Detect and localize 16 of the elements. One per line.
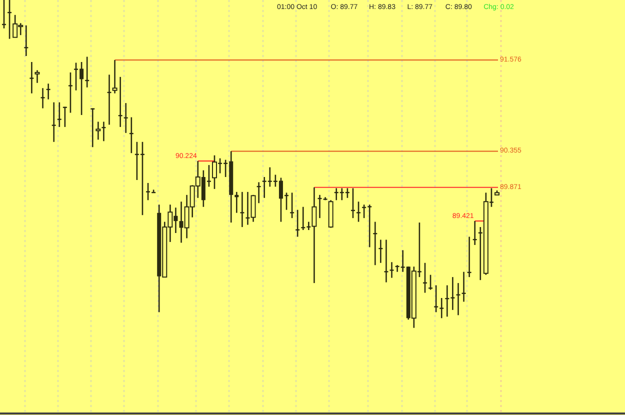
candlestick bbox=[68, 72, 72, 114]
candlestick bbox=[390, 261, 394, 278]
candlestick bbox=[34, 70, 40, 84]
candlestick bbox=[40, 87, 45, 109]
candlestick bbox=[384, 239, 388, 283]
candlestick bbox=[356, 200, 361, 222]
candlestick bbox=[24, 24, 28, 57]
candlestick bbox=[440, 297, 444, 319]
candlestick bbox=[112, 59, 118, 94]
candlestick bbox=[240, 191, 244, 228]
candlestick bbox=[434, 284, 438, 313]
candlestick bbox=[96, 121, 101, 140]
candlestick bbox=[290, 192, 294, 219]
candlestick bbox=[57, 102, 62, 128]
candlestick bbox=[30, 61, 34, 94]
candlestick bbox=[52, 102, 56, 143]
